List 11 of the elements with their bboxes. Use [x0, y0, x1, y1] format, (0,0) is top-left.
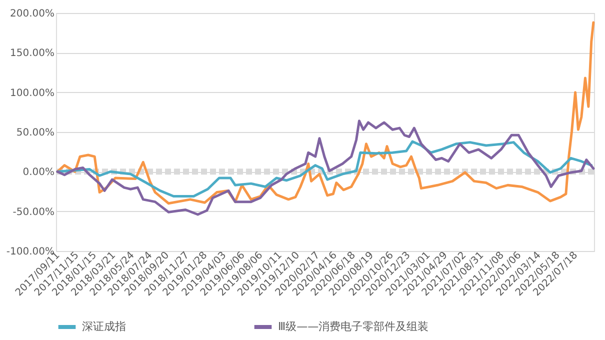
line-series: [56, 140, 593, 198]
y-tick-label: 200.00%: [10, 8, 54, 20]
y-tick-label: 100.00%: [10, 88, 54, 99]
line-series: [56, 120, 595, 216]
legend-label: 深证成指: [82, 320, 126, 333]
y-tick-label: 50.00%: [16, 128, 54, 138]
y-tick-label: 150.00%: [10, 48, 54, 60]
legend-label: Ⅲ级——消费电子零部件及组装: [278, 320, 429, 333]
y-tick-label: 0.00%: [22, 167, 54, 178]
y-tick-label: -50.00%: [12, 206, 54, 218]
line-series: [56, 21, 595, 205]
